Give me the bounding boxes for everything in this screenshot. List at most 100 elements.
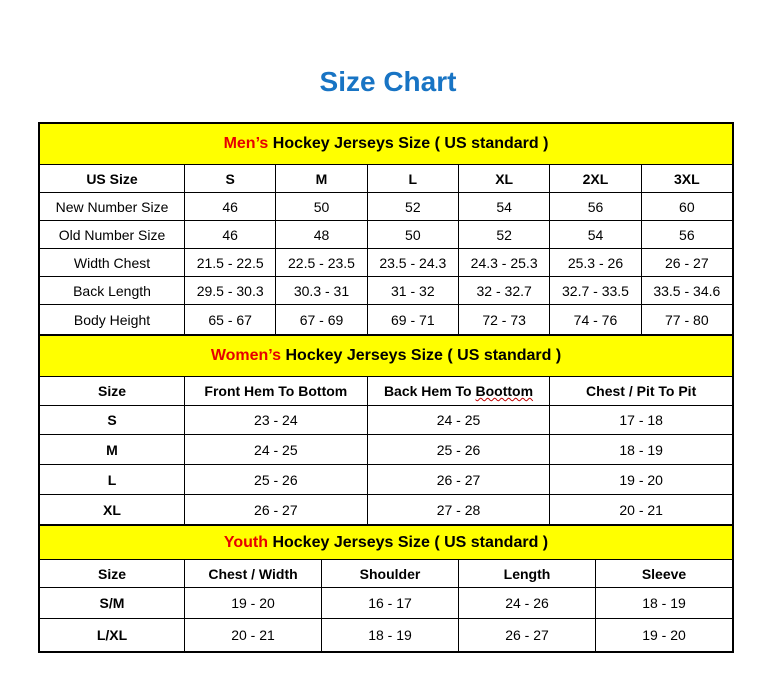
table-cell: 46: [183, 192, 277, 221]
table-row: L 25 - 26 26 - 27 19 - 20: [39, 464, 733, 495]
table-row: Old Number Size 46 48 50 52 54 56: [39, 220, 734, 249]
column-header-label: Length: [503, 565, 551, 582]
column-header-label: Shoulder: [359, 565, 421, 582]
column-header: Sleeve: [595, 559, 733, 588]
row-label: Body Height: [39, 304, 185, 335]
section-title-accent: Men’s: [223, 135, 269, 152]
youth-size-table: Youth Hockey Jerseys Size ( US standard …: [39, 525, 733, 652]
table-cell: 24.3 - 25.3: [457, 248, 551, 277]
column-header: S: [183, 164, 277, 193]
table-cell: 18 - 19: [549, 434, 733, 465]
table-cell: 50: [366, 220, 459, 249]
table-cell: 26 - 27: [458, 618, 596, 652]
table-cell: 24 - 25: [366, 405, 551, 435]
table-cell: 22.5 - 23.5: [275, 248, 368, 277]
column-header-label: Chest / Width: [208, 565, 298, 582]
column-header-label: US Size: [86, 170, 138, 187]
column-header: L: [366, 164, 459, 193]
men-size-table: Men’s Hockey Jerseys Size ( US standard …: [39, 123, 734, 335]
table-cell: 52: [366, 192, 459, 221]
table-cell: 19 - 20: [549, 464, 733, 495]
section-title: Youth Hockey Jerseys Size ( US standard …: [39, 525, 733, 560]
table-cell: 24 - 25: [184, 434, 368, 465]
table-cell: 23.5 - 24.3: [366, 248, 459, 277]
page-title: Size Chart: [319, 66, 457, 97]
column-header-label: Back Hem To Boottom: [383, 383, 534, 399]
column-header-label: Sleeve: [641, 565, 687, 582]
table-row: L/XL 20 - 21 18 - 19 26 - 27 19 - 20: [39, 618, 733, 652]
table-cell: 20 - 21: [549, 494, 733, 525]
column-header-label: 2XL: [582, 170, 609, 187]
table-cell: 65 - 67: [183, 304, 277, 335]
table-cell: 25 - 26: [184, 464, 368, 495]
row-label: S: [39, 405, 185, 435]
youth-section-header: Youth Hockey Jerseys Size ( US standard …: [39, 525, 733, 560]
column-header: XL: [457, 164, 551, 193]
table-cell: 72 - 73: [457, 304, 551, 335]
women-size-table: Women’s Hockey Jerseys Size ( US standar…: [39, 335, 733, 525]
table-cell: 25.3 - 26: [549, 248, 642, 277]
row-label: Back Length: [39, 276, 185, 305]
row-label: M: [39, 434, 185, 465]
section-title-accent: Women’s: [210, 347, 282, 364]
table-row: S/M 19 - 20 16 - 17 24 - 26 18 - 19: [39, 587, 733, 619]
table-row: New Number Size 46 50 52 54 56 60: [39, 192, 734, 221]
size-chart: Men’s Hockey Jerseys Size ( US standard …: [38, 122, 734, 653]
table-cell: 19 - 20: [595, 618, 733, 652]
table-cell: 50: [275, 192, 368, 221]
table-cell: 18 - 19: [321, 618, 459, 652]
row-label: Width Chest: [39, 248, 185, 277]
column-header: Back Hem To Boottom: [366, 376, 551, 406]
table-row: S 23 - 24 24 - 25 17 - 18: [39, 405, 733, 435]
column-header: Chest / Width: [184, 559, 322, 588]
table-cell: 19 - 20: [184, 587, 322, 619]
header-row: US Size S M L XL 2XL 3XL: [39, 164, 734, 193]
table-cell: 27 - 28: [366, 494, 551, 525]
table-row: Back Length 29.5 - 30.3 30.3 - 31 31 - 32 32…: [39, 276, 734, 305]
table-cell: 26 - 27: [640, 248, 734, 277]
table-cell: 46: [183, 220, 277, 249]
column-header: US Size: [39, 164, 185, 193]
table-cell: 69 - 71: [366, 304, 459, 335]
row-label: S/M: [39, 587, 185, 619]
section-title-accent: Youth: [223, 533, 268, 551]
table-cell: 77 - 80: [640, 304, 734, 335]
column-header-label: Size: [97, 565, 126, 582]
section-title: Men’s Hockey Jerseys Size ( US standard …: [39, 123, 733, 165]
table-cell: 17 - 18: [549, 405, 733, 435]
table-cell: 56: [549, 192, 642, 221]
table-cell: 16 - 17: [321, 587, 459, 619]
header-row: Size Front Hem To Bottom Back Hem To Boott…: [39, 376, 733, 406]
column-header: Chest / Pit To Pit: [549, 376, 733, 406]
section-title-rest: Hockey Jerseys Size ( US standard ): [281, 347, 562, 364]
table-cell: 21.5 - 22.5: [183, 248, 277, 277]
row-label: L/XL: [39, 618, 185, 652]
men-section-header: Men’s Hockey Jerseys Size ( US standard …: [39, 123, 733, 165]
table-cell: 33.5 - 34.6: [640, 276, 734, 305]
women-section-header: Women’s Hockey Jerseys Size ( US standar…: [39, 335, 733, 377]
table-cell: 48: [275, 220, 368, 249]
table-cell: 32.7 - 33.5: [549, 276, 642, 305]
table-cell: 23 - 24: [184, 405, 368, 435]
table-cell: 25 - 26: [366, 434, 551, 465]
column-header: 3XL: [640, 164, 734, 193]
table-cell: 26 - 27: [366, 464, 551, 495]
column-header: Shoulder: [321, 559, 459, 588]
column-header: Length: [458, 559, 596, 588]
table-cell: 60: [640, 192, 734, 221]
section-title: Women’s Hockey Jerseys Size ( US standar…: [39, 335, 733, 377]
column-header-label: Chest / Pit To Pit: [586, 383, 697, 399]
table-cell: 56: [640, 220, 734, 249]
table-cell: 54: [457, 192, 551, 221]
table-cell: 52: [457, 220, 551, 249]
table-cell: 20 - 21: [184, 618, 322, 652]
table-row: XL 26 - 27 27 - 28 20 - 21: [39, 494, 733, 525]
table-cell: 26 - 27: [184, 494, 368, 525]
table-cell: 24 - 26: [458, 587, 596, 619]
column-header-label: M: [315, 170, 328, 187]
table-cell: 67 - 69: [275, 304, 368, 335]
table-row: Body Height 65 - 67 67 - 69 69 - 71 72 - 73 7…: [39, 304, 734, 335]
column-header-label: Front Hem To Bottom: [204, 383, 348, 399]
table-cell: 54: [549, 220, 642, 249]
column-header-label: S: [225, 170, 235, 187]
